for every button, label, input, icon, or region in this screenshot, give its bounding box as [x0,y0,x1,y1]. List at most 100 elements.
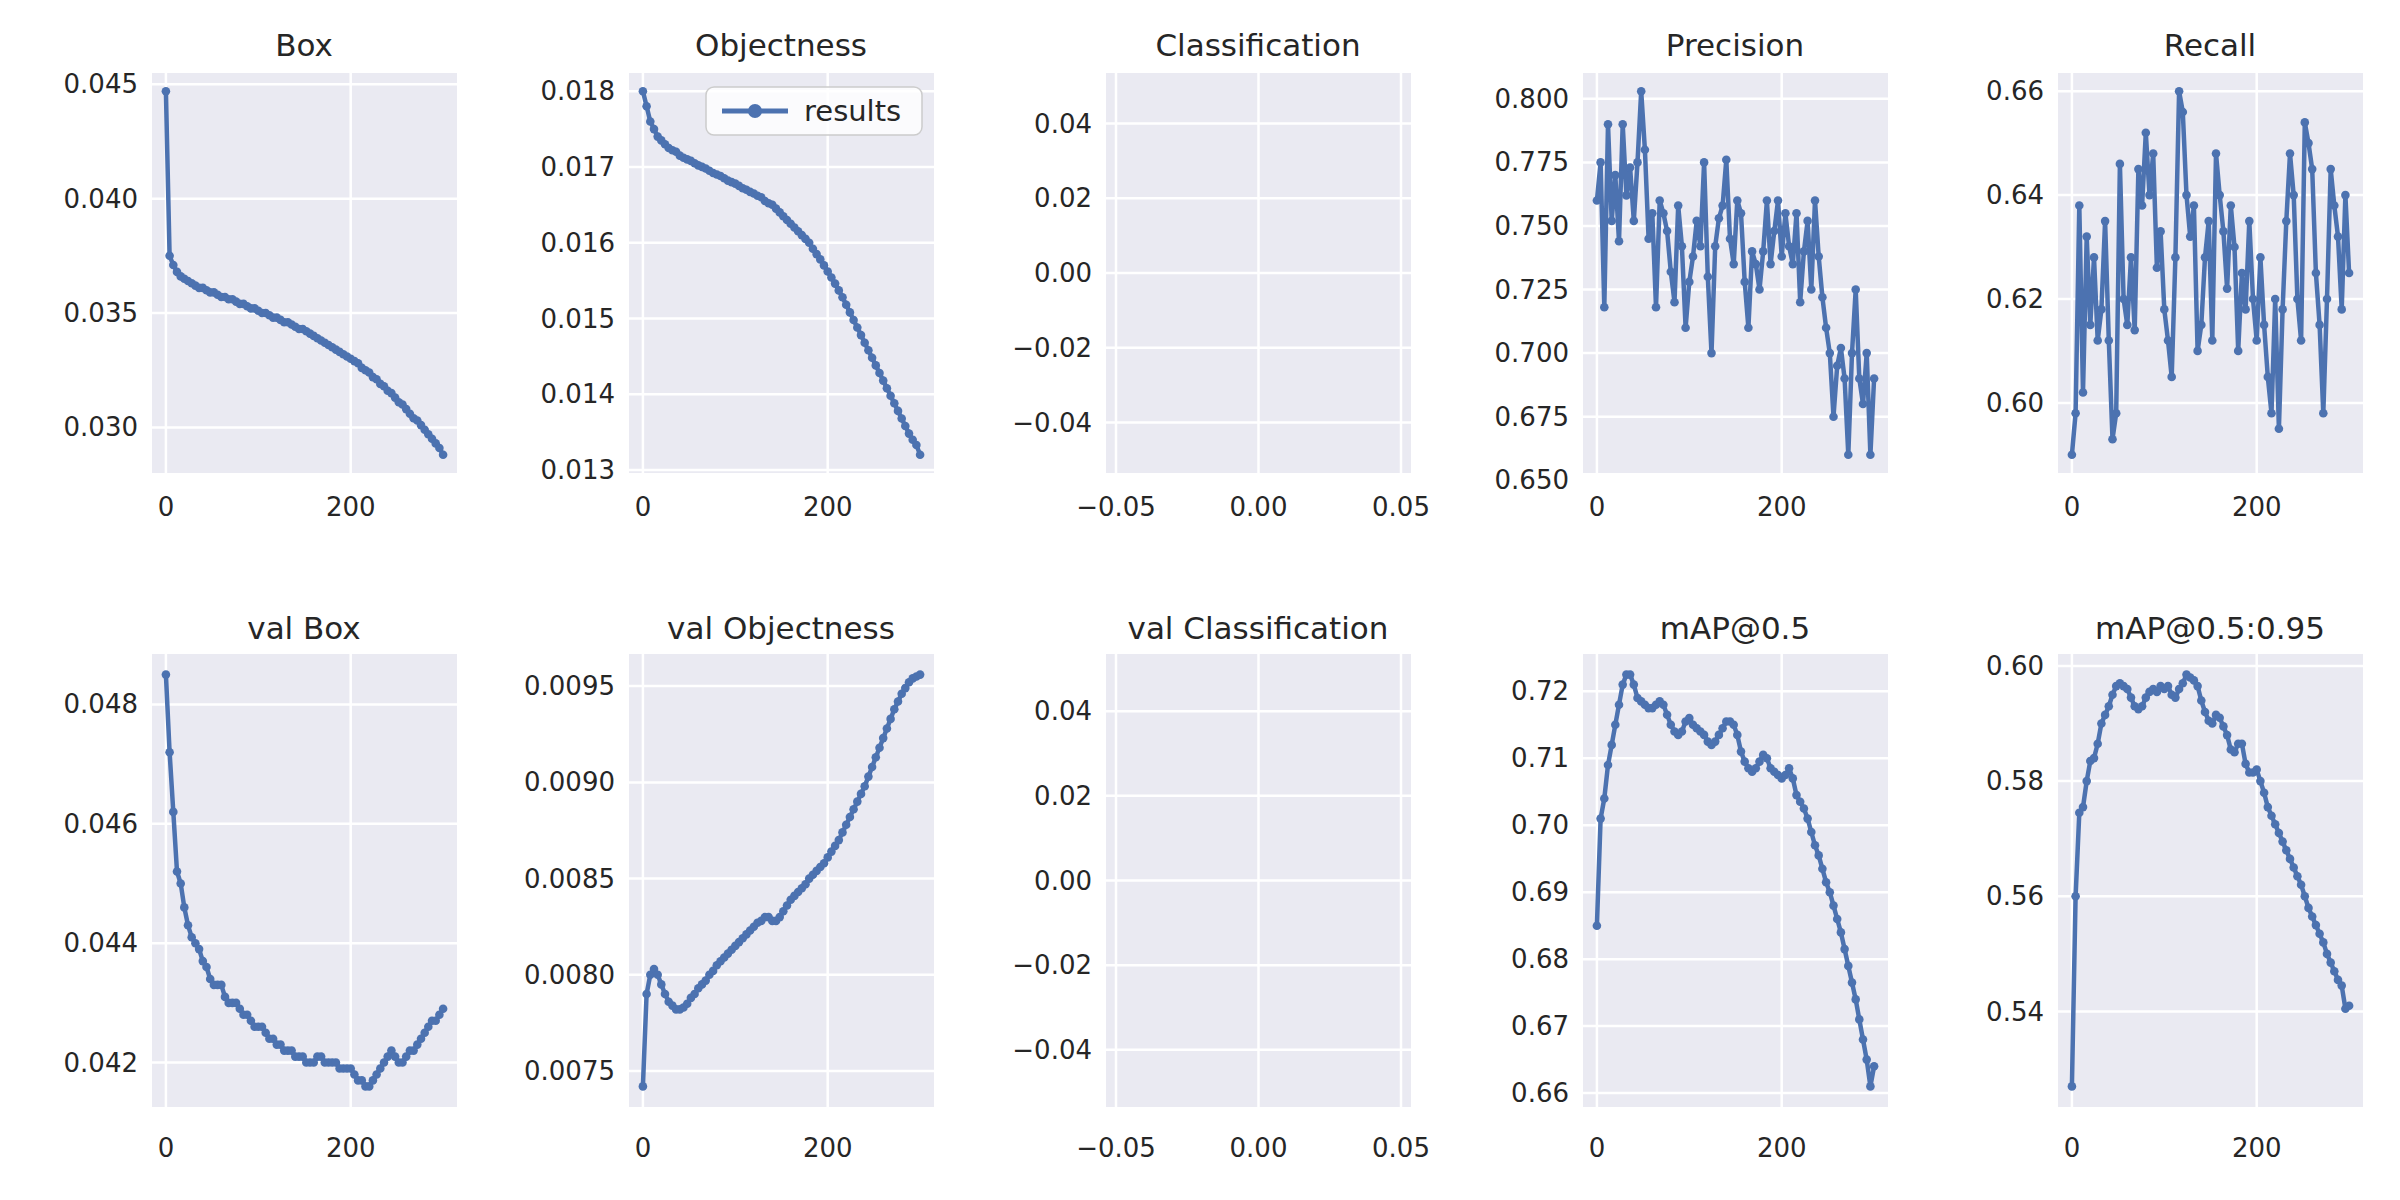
series-marker [1678,242,1687,251]
series-marker [2101,217,2110,226]
series-marker [2223,284,2232,293]
series-marker [173,867,182,876]
series-marker [176,879,185,888]
series-marker [886,715,895,724]
series-marker [1848,349,1857,358]
x-tick-label: 0.05 [1372,1133,1430,1163]
series-marker [2160,305,2169,314]
series-marker [1770,227,1779,236]
series-marker [1611,721,1620,730]
series-marker [1600,794,1609,803]
subplot-title-val-objectness: val Objectness [667,610,895,646]
series-marker [165,252,174,261]
series-marker [2097,719,2106,728]
results-figure: 02000.0300.0350.0400.04502000.0130.0140.… [0,0,2400,1200]
y-tick-label: 0.017 [541,152,615,182]
x-tick-label: 200 [2232,492,2282,522]
series-marker [1781,209,1790,218]
series-marker [2308,912,2317,921]
series-marker [1700,158,1709,167]
series-marker [1844,962,1853,971]
series-marker [1833,915,1842,924]
series-marker [1737,209,1746,218]
series-marker [853,323,862,332]
series-marker [916,670,925,679]
subplot-val-box: 02000.0420.0440.0460.048 [64,654,457,1163]
y-tick-label: 0.00 [1034,866,1092,896]
y-tick-label: 0.04 [1034,109,1092,139]
series-marker [1685,278,1694,287]
series-marker [2256,253,2265,262]
series-marker [2249,295,2258,304]
series-marker [2212,149,2221,158]
subplot-map05-095: 02000.540.560.580.60 [1986,651,2363,1163]
series-marker [1870,1062,1879,1071]
series-marker [2075,201,2084,210]
subplot-title-map05: mAP@0.5 [1660,610,1810,646]
series-marker [2171,693,2180,702]
series-marker [2190,201,2199,210]
series-marker [2345,269,2354,278]
series-marker [1844,451,1853,460]
x-tick-label: −0.05 [1076,492,1156,522]
series-marker [1663,227,1672,236]
series-marker [2308,165,2317,174]
y-tick-label: 0.0075 [524,1056,615,1086]
series-marker [2082,232,2091,241]
series-marker [1607,217,1616,226]
series-marker [2134,165,2143,174]
series-marker [2230,748,2239,757]
series-marker [1674,201,1683,210]
series-marker [2164,336,2173,345]
series-marker [1663,711,1672,720]
series-marker [1855,374,1864,383]
subplot-title-precision: Precision [1666,27,1804,63]
series-marker [1822,878,1831,887]
series-marker [2230,243,2239,252]
y-tick-label: 0.02 [1034,781,1092,811]
series-marker [1803,217,1812,226]
series-marker [912,441,921,450]
y-tick-label: 0.018 [541,76,615,106]
series-marker [2304,904,2313,913]
series-marker [864,772,873,781]
series-marker [868,763,877,772]
series-marker [1596,158,1605,167]
series-marker [1859,400,1868,409]
series-marker [894,407,903,416]
series-marker [165,748,174,757]
series-marker [2201,708,2210,717]
x-tick-label: 0 [158,492,175,522]
series-marker [650,125,659,134]
series-marker [849,805,858,814]
y-tick-label: 0.015 [541,304,615,334]
y-tick-label: 0.0085 [524,864,615,894]
series-marker [2289,863,2298,872]
series-marker [2326,165,2335,174]
series-marker [1626,163,1635,172]
series-marker [1611,171,1620,180]
series-marker [1678,727,1687,736]
series-marker [1718,201,1727,210]
y-tick-label: 0.675 [1495,402,1569,432]
series-marker [1840,374,1849,383]
series-marker [1659,209,1668,218]
x-tick-label: 200 [326,492,376,522]
y-tick-label: 0.0095 [524,671,615,701]
series-marker [2219,227,2228,236]
series-marker [642,990,651,999]
series-marker [2105,702,2114,711]
series-marker [860,782,869,791]
series-marker [1833,362,1842,371]
x-tick-label: 0 [2064,492,2081,522]
series-marker [2330,201,2339,210]
series-marker [1870,374,1879,383]
series-marker [2068,451,2077,460]
series-marker [1807,828,1816,837]
series-marker [1814,252,1823,261]
series-marker [2289,191,2298,200]
y-tick-label: 0.56 [1986,881,2044,911]
x-tick-label: 200 [2232,1133,2282,1163]
series-marker [1818,865,1827,874]
series-marker [646,117,655,126]
